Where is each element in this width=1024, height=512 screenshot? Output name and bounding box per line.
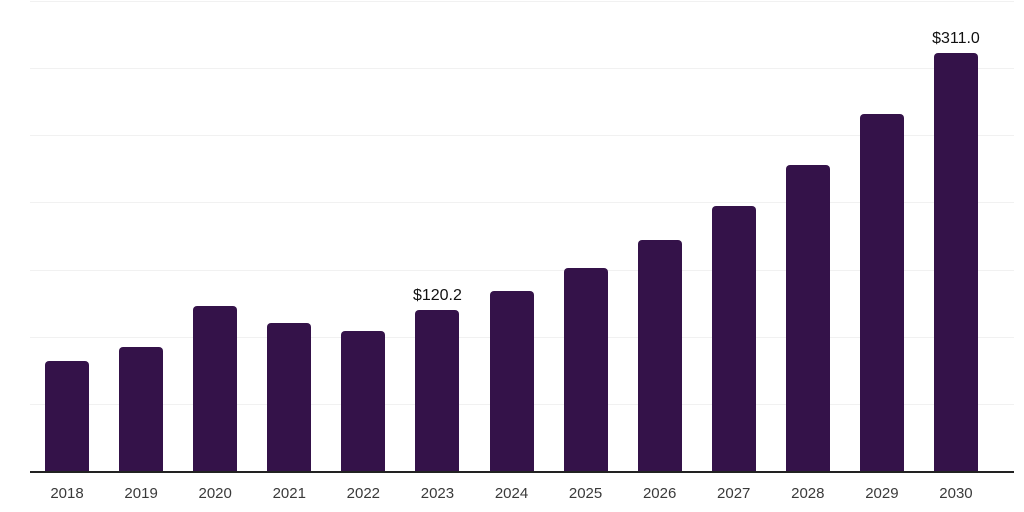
bar-2021 (267, 323, 311, 471)
x-tick-label-2019: 2019 (124, 485, 158, 502)
bar-2022 (341, 331, 385, 471)
gridline-350 (30, 1, 1014, 2)
bar-2018 (45, 361, 89, 471)
bar-2020 (193, 306, 237, 471)
bar-2030 (934, 53, 978, 471)
bar-2019 (119, 347, 163, 471)
x-tick-label-2030: 2030 (939, 485, 973, 502)
gridline-250 (30, 135, 1014, 136)
gridline-150 (30, 270, 1014, 271)
bar-2024 (490, 291, 534, 471)
x-tick-label-2029: 2029 (865, 485, 899, 502)
x-tick-label-2020: 2020 (198, 485, 232, 502)
bar-2027 (712, 206, 756, 471)
x-tick-label-2026: 2026 (642, 485, 677, 502)
x-tick-label-2022: 2022 (346, 485, 381, 502)
gridline-300 (30, 68, 1014, 69)
data-label-2030: $311.0 (932, 30, 980, 47)
bar-2026 (638, 240, 682, 471)
x-tick-label-2021: 2021 (272, 485, 306, 502)
x-tick-label-2018: 2018 (50, 485, 84, 502)
x-tick-label-2025: 2025 (568, 485, 603, 502)
bar-2025 (564, 268, 608, 471)
x-tick-label-2024: 2024 (494, 485, 529, 502)
bar-2023 (415, 310, 459, 471)
bar-2028 (786, 165, 830, 471)
x-axis-line (30, 471, 1014, 473)
data-label-2023: $120.2 (412, 287, 462, 304)
x-tick-label-2028: 2028 (791, 485, 825, 502)
bar-2029 (860, 114, 904, 471)
x-tick-label-2023: 2023 (420, 485, 455, 502)
x-tick-label-2027: 2027 (717, 485, 751, 502)
gridline-200 (30, 202, 1014, 203)
